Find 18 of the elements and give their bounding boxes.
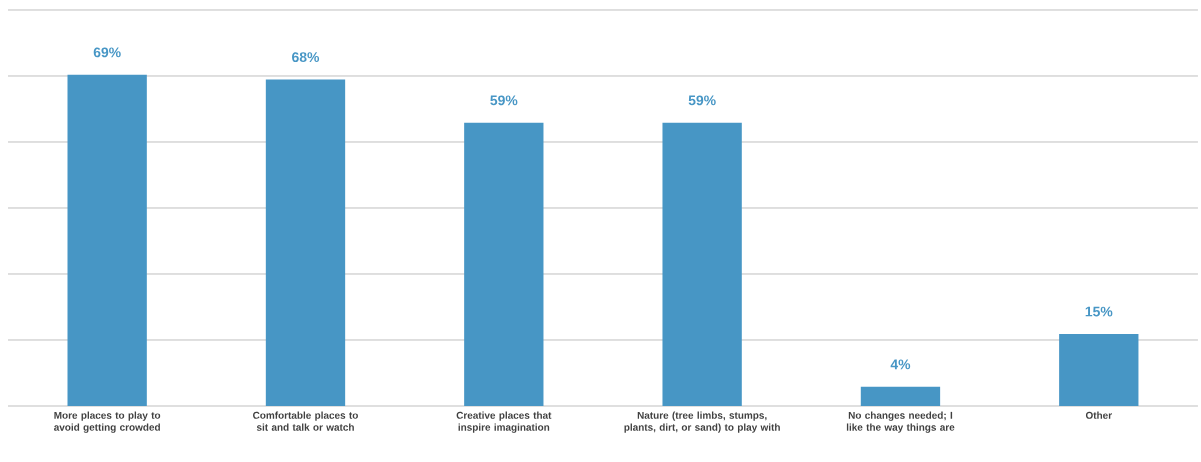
x-tick-label: Other	[1085, 411, 1112, 419]
bar	[860, 386, 941, 406]
bar	[1059, 334, 1139, 406]
x-tick-label: Nature (tree limbs, stumps, plants, dirt, or sand) to play with	[624, 411, 780, 433]
bar	[464, 122, 544, 406]
x-tick-label: Comfortable places to sit and talk or watch	[253, 411, 358, 431]
bar	[265, 79, 346, 406]
data-label: 4%	[890, 359, 911, 370]
x-tick-label: No changes needed; I like the way things are	[846, 411, 955, 433]
data-label: 59%	[490, 95, 518, 106]
data-label: 15%	[1085, 306, 1113, 317]
data-label: 59%	[688, 95, 716, 106]
data-label: 69%	[93, 47, 121, 58]
bar	[662, 122, 742, 406]
x-tick-label: Creative places that inspire imagination	[456, 411, 552, 433]
x-tick-label: More places to play to avoid getting crowded	[54, 411, 161, 433]
data-label: 68%	[292, 52, 320, 63]
bar	[67, 74, 147, 406]
